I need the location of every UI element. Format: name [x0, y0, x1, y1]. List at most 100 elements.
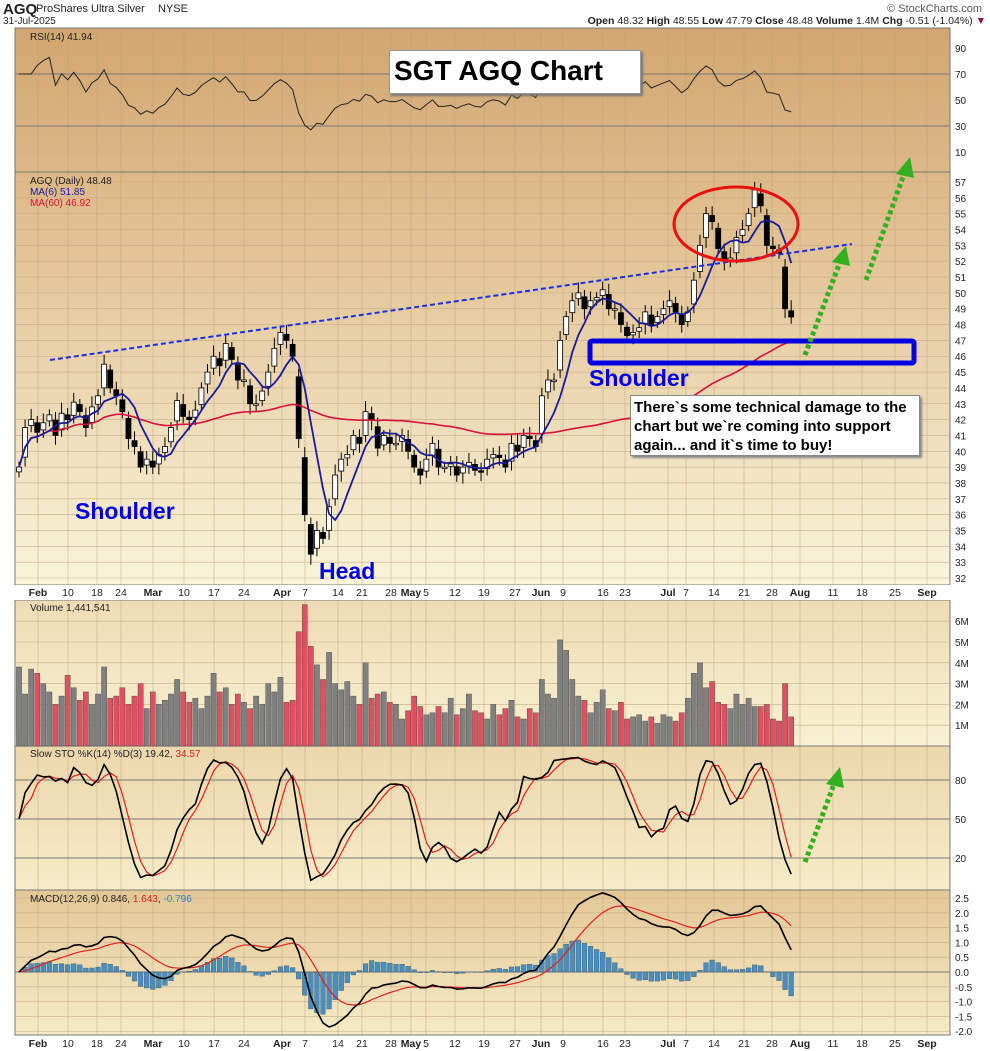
volume-bar: [417, 706, 424, 747]
macd-histogram-bar: [156, 971, 162, 989]
copyright: © StockCharts.com: [887, 3, 982, 15]
macd-histogram-bar: [496, 968, 502, 973]
x-tick-label: 17: [208, 587, 220, 599]
volume-bar: [533, 712, 539, 747]
sto-d-value: 34.57: [175, 749, 200, 760]
candle-body: [247, 385, 253, 405]
candle: [314, 521, 320, 557]
macd-histogram-bar: [587, 946, 594, 973]
candle-body: [131, 440, 138, 447]
x-tick-label: Sep: [917, 1038, 936, 1050]
macd-histogram-bar: [211, 958, 217, 973]
x-tick-label: 21: [738, 587, 750, 599]
macd-histogram-bar: [363, 963, 369, 973]
candle-body: [192, 409, 199, 418]
x-tick-label: Apr: [273, 587, 291, 599]
candle: [101, 354, 108, 396]
exchange: NYSE: [158, 3, 188, 15]
candle: [149, 450, 156, 474]
candle-body: [393, 442, 399, 446]
macd-histogram-bar: [654, 971, 660, 982]
candle: [338, 452, 345, 482]
volume-bar: [277, 677, 284, 747]
candle-body: [739, 229, 746, 236]
macd-histogram-bar: [253, 971, 259, 976]
macd-histogram-bar: [77, 964, 83, 973]
note-line: chart but we`re coming into support: [634, 418, 891, 435]
volume-bar: [101, 666, 107, 747]
y-tick-label: 56: [955, 194, 967, 205]
macd-histogram-bar: [746, 967, 752, 973]
x-tick-label: 24: [238, 587, 250, 599]
candle-body: [380, 435, 387, 446]
note-line: There`s some technical damage to the: [634, 399, 907, 416]
x-tick-label: 27: [509, 1038, 521, 1050]
x-tick-label: Mar: [144, 1038, 163, 1050]
volume-bar: [393, 704, 399, 747]
macd-histogram-bar: [83, 967, 89, 973]
x-tick-label: 11: [828, 1038, 839, 1050]
macd-histogram-bar: [727, 969, 733, 973]
candle-body: [453, 466, 460, 476]
volume-bar: [168, 693, 174, 747]
volume-value: 1.4M: [855, 15, 880, 27]
volume-bar: [587, 712, 594, 747]
volume-bar: [95, 693, 101, 747]
candle-body: [119, 399, 126, 413]
y-tick-label: 40: [955, 447, 967, 458]
volume-legend: Volume 1,441,541: [30, 603, 111, 614]
price-legend: AGQ (Daily) 48.48: [30, 176, 112, 187]
x-tick-label: 14: [332, 587, 344, 599]
candle: [466, 453, 472, 474]
volume-bar: [575, 695, 582, 747]
volume-bar: [149, 691, 156, 747]
sto-d-line: [18, 757, 792, 878]
candle-body: [599, 289, 606, 296]
low-label: Low: [702, 15, 724, 27]
candle: [563, 311, 570, 340]
candle: [453, 456, 460, 482]
candle: [703, 206, 709, 249]
candle-body: [770, 245, 776, 249]
candle: [253, 394, 260, 412]
y-tick-label: 90: [955, 44, 967, 55]
macd-histogram-bar: [131, 971, 138, 982]
open-value: 48.32: [617, 15, 644, 27]
y-tick-label: 10: [955, 148, 967, 159]
volume-bar: [605, 708, 612, 747]
x-tick-label: 11: [828, 587, 839, 599]
macd-histogram-bar: [788, 971, 794, 997]
macd-histogram-bar: [247, 971, 253, 973]
candle-body: [362, 411, 369, 436]
candle-body: [611, 308, 618, 311]
volume-bar: [52, 704, 59, 747]
candle-body: [551, 379, 557, 382]
candle: [611, 301, 618, 320]
macd-histogram-bar: [393, 964, 399, 973]
candle-body: [277, 332, 284, 345]
y-tick-label: 34: [955, 542, 967, 553]
candle-body: [210, 355, 217, 369]
candle: [259, 385, 266, 407]
candle-body: [697, 244, 703, 272]
y-tick-label: 42: [955, 416, 967, 427]
x-tick-label: Sep: [917, 587, 936, 599]
candle: [210, 345, 217, 375]
macd-histogram-bar: [460, 971, 466, 974]
macd-histogram-bar: [101, 962, 107, 973]
volume-bar: [466, 693, 472, 747]
macd-histogram-bar: [204, 962, 211, 973]
macd-histogram-bar: [758, 965, 764, 973]
macd-histogram-bar: [320, 971, 326, 1015]
macd-line: [18, 892, 792, 1028]
candle: [356, 429, 363, 453]
y-tick-label: 48: [955, 321, 967, 332]
volume-bar: [624, 718, 630, 747]
y-tick-label: -1.0: [955, 998, 973, 1009]
candle-body: [466, 461, 472, 467]
volume-bar: [739, 704, 746, 747]
candle: [374, 417, 381, 457]
candle: [739, 220, 746, 244]
macd-histogram-bar: [411, 969, 417, 973]
macd-histogram-bar: [192, 969, 198, 973]
